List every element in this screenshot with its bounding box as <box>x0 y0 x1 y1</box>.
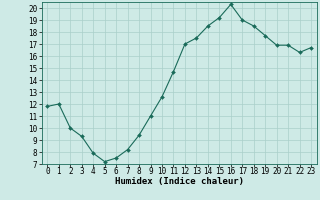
X-axis label: Humidex (Indice chaleur): Humidex (Indice chaleur) <box>115 177 244 186</box>
